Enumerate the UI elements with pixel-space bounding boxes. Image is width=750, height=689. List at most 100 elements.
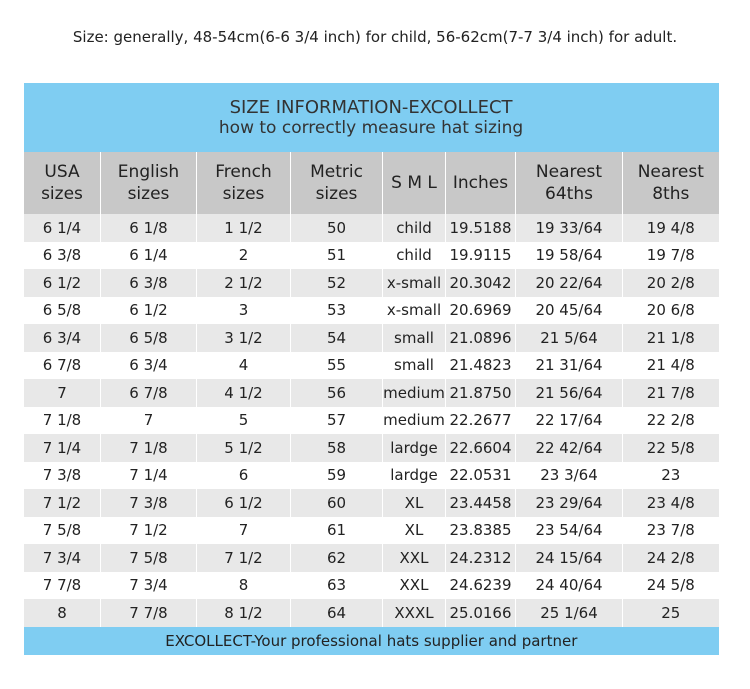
cell: 23 3/64 (515, 461, 623, 489)
size-row: 6 3/8 6 1/4 2 51 child 19.9115 19 58/64 19 7/8 (23, 241, 719, 269)
cell: 7 3/4 (100, 571, 197, 599)
size-row: 6 1/4 6 1/8 1 1/2 50 child 19.5188 19 33/64 19 … (23, 214, 719, 242)
column-header: Nearest 8ths (621, 152, 719, 214)
size-row: 6 1/2 6 3/8 2 1/2 52 x-small 20.3042 20 22/64 2… (23, 269, 719, 297)
cell: 24.2312 (445, 544, 516, 572)
cell: child (382, 214, 446, 242)
cell: 60 (290, 489, 383, 517)
cell: 20 45/64 (515, 296, 623, 324)
cell: 8 (196, 571, 291, 599)
cell: 23.8385 (445, 516, 516, 544)
cell: 21 5/64 (515, 324, 623, 352)
cell: 23 (621, 461, 719, 489)
cell: 7 1/2 (100, 516, 197, 544)
cell: 63 (290, 571, 383, 599)
size-note: Size: generally, 48-54cm(6-6 3/4 inch) f… (72, 28, 678, 46)
column-header: French sizes (196, 152, 291, 214)
cell: medium (382, 406, 446, 434)
cell: 21.8750 (445, 379, 516, 407)
cell: 6 1/4 (100, 241, 197, 269)
cell: 24 40/64 (515, 571, 623, 599)
cell: x-small (382, 296, 446, 324)
cell: 19.9115 (445, 241, 516, 269)
cell: 7 3/4 (23, 544, 101, 572)
cell: 6 1/2 (23, 269, 101, 297)
cell: 54 (290, 324, 383, 352)
cell: 25.0166 (445, 599, 516, 627)
cell: 20 2/8 (621, 269, 719, 297)
banner-row: how to correctly measure hat sizing (23, 118, 719, 152)
size-row: 6 3/4 6 5/8 3 1/2 54 small 21.0896 21 5/64 21 1… (23, 324, 719, 352)
size-row: 6 5/8 6 1/2 3 53 x-small 20.6969 20 45/64 20 6/… (23, 296, 719, 324)
size-row: 7 3/8 7 1/4 6 59 lardge 22.0531 23 3/64 23 (23, 461, 719, 489)
cell: 2 1/2 (196, 269, 291, 297)
cell: 4 (196, 351, 291, 379)
cell: 19 33/64 (515, 214, 623, 242)
cell: 6 1/4 (23, 214, 101, 242)
cell: 50 (290, 214, 383, 242)
cell: 3 (196, 296, 291, 324)
cell: 19 58/64 (515, 241, 623, 269)
cell: 55 (290, 351, 383, 379)
cell: medium (382, 379, 446, 407)
cell: x-small (382, 269, 446, 297)
column-header: S M L (382, 152, 446, 214)
cell: 3 1/2 (196, 324, 291, 352)
cell: 20.6969 (445, 296, 516, 324)
cell: 4 1/2 (196, 379, 291, 407)
table-subtitle: how to correctly measure hat sizing (23, 118, 719, 152)
cell: child (382, 241, 446, 269)
cell: 6 3/4 (23, 324, 101, 352)
cell: 7 1/8 (23, 406, 101, 434)
column-header: Inches (445, 152, 516, 214)
size-row: 7 1/4 7 1/8 5 1/2 58 lardge 22.6604 22 42/64 22… (23, 434, 719, 462)
cell: XL (382, 516, 446, 544)
cell: 7 (196, 516, 291, 544)
cell: 6 7/8 (100, 379, 197, 407)
size-row: 7 3/4 7 5/8 7 1/2 62 XXL 24.2312 24 15/64 24 2/… (23, 544, 719, 572)
cell: 20 6/8 (621, 296, 719, 324)
cell: 22 42/64 (515, 434, 623, 462)
banner-row: SIZE INFORMATION-EXCOLLECT (23, 83, 719, 118)
cell: 22 2/8 (621, 406, 719, 434)
cell: 21 4/8 (621, 351, 719, 379)
cell: XL (382, 489, 446, 517)
cell: 7 3/8 (23, 461, 101, 489)
cell: 7 1/4 (100, 461, 197, 489)
cell: 23.4458 (445, 489, 516, 517)
cell: 22 17/64 (515, 406, 623, 434)
cell: 58 (290, 434, 383, 462)
cell: small (382, 351, 446, 379)
cell: XXL (382, 571, 446, 599)
cell: 7 (100, 406, 197, 434)
cell: lardge (382, 461, 446, 489)
table-footer: EXCOLLECT-Your professional hats supplie… (22, 626, 719, 655)
cell: 19.5188 (445, 214, 516, 242)
cell: 21 1/8 (621, 324, 719, 352)
cell: 20.3042 (445, 269, 516, 297)
cell: 7 1/2 (196, 544, 291, 572)
cell: 6 (196, 461, 291, 489)
cell: 6 1/2 (196, 489, 291, 517)
cell: 19 7/8 (621, 241, 719, 269)
size-table: SIZE INFORMATION-EXCOLLECT how to correct… (22, 83, 719, 655)
cell: 7 7/8 (100, 599, 197, 627)
column-header: Nearest 64ths (515, 152, 623, 214)
cell: 56 (290, 379, 383, 407)
cell: 6 1/2 (100, 296, 197, 324)
column-header: English sizes (100, 152, 197, 214)
cell: 25 (621, 599, 719, 627)
cell: 24 2/8 (621, 544, 719, 572)
cell: 6 5/8 (23, 296, 101, 324)
column-header: Metric sizes (290, 152, 383, 214)
cell: 22 5/8 (621, 434, 719, 462)
cell: 7 7/8 (23, 571, 101, 599)
header-row: USA sizes English sizes French sizes Metric… (23, 152, 719, 214)
cell: 22.0531 (445, 461, 516, 489)
cell: 25 1/64 (515, 599, 623, 627)
cell: 7 1/4 (23, 434, 101, 462)
size-row: 7 7/8 7 3/4 8 63 XXL 24.6239 24 40/64 24 5/8 (23, 571, 719, 599)
